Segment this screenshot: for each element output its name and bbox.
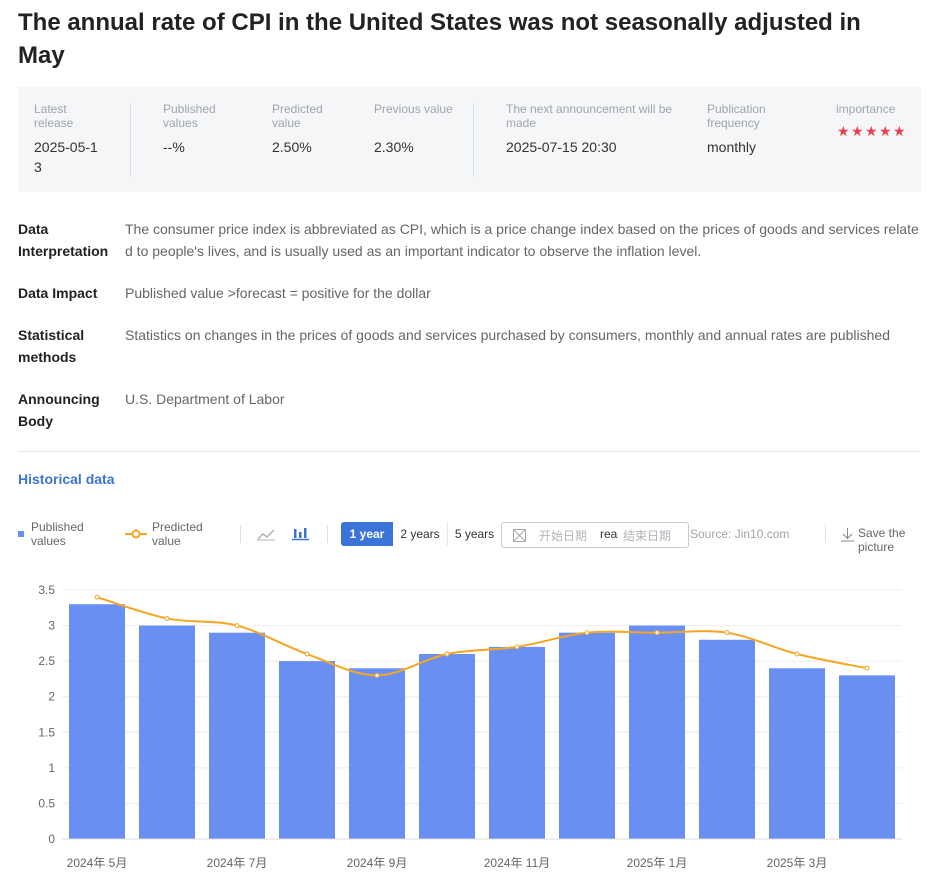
divider — [130, 103, 131, 177]
x-tick-label: 2024年 9月 — [347, 856, 408, 870]
bar — [839, 675, 895, 839]
bar — [699, 639, 755, 839]
summary-label: Published values — [163, 102, 216, 130]
detail-label: Announcing Body — [18, 391, 100, 429]
bar-chart-icon[interactable] — [292, 526, 310, 541]
x-tick-label: 2024年 5月 — [67, 856, 128, 870]
legend-label[interactable]: Predicted value — [152, 520, 203, 548]
summary-value: 2025-05-13 — [34, 139, 98, 175]
point — [374, 672, 380, 678]
save-button[interactable]: Save the picture — [858, 526, 906, 554]
line-chart-icon[interactable] — [257, 527, 275, 541]
range-button[interactable]: 5 years — [448, 522, 501, 546]
divider — [473, 103, 474, 177]
bar — [629, 625, 685, 839]
y-tick-label: 3 — [48, 619, 55, 633]
summary-value: 2.30% — [374, 139, 414, 155]
legend-swatch — [125, 529, 147, 539]
start-date[interactable]: 开始日期 — [539, 529, 588, 543]
summary-label: Latest release — [34, 102, 74, 130]
y-tick-label: 1 — [48, 761, 55, 775]
divider — [240, 525, 241, 543]
line — [96, 596, 868, 677]
importance-star: ★ — [865, 123, 878, 139]
detail-label: Statistical methods — [18, 327, 85, 365]
detail-label: Data Interpretation — [18, 221, 109, 259]
detail-text: The consumer price index is abbreviated … — [125, 221, 919, 259]
y-tick-label: 0 — [48, 832, 55, 846]
x-tick-label: 2024年 7月 — [207, 856, 268, 870]
bar — [209, 632, 265, 839]
point — [94, 594, 100, 600]
summary-box — [18, 87, 921, 192]
importance-star: ★ — [851, 123, 864, 139]
x-tick-label: 2024年 11月 — [484, 856, 551, 870]
detail-text: Statistics on changes in the prices of g… — [125, 327, 890, 343]
importance-star: ★ — [893, 123, 906, 139]
point — [864, 665, 870, 671]
point — [234, 623, 240, 629]
point — [514, 644, 520, 650]
range-button[interactable]: 2 years — [393, 522, 448, 546]
range-separator: rea — [600, 527, 618, 541]
point — [794, 651, 800, 657]
bar — [349, 668, 405, 839]
point — [304, 651, 310, 657]
legend-label[interactable]: Published values — [31, 520, 84, 548]
bar — [769, 668, 825, 839]
bar — [419, 654, 475, 839]
divider — [18, 451, 921, 452]
importance-star: ★ — [879, 123, 892, 139]
point — [164, 615, 170, 621]
bar — [489, 646, 545, 839]
y-tick-label: 0.5 — [38, 796, 55, 810]
end-date[interactable]: 结束日期 — [623, 529, 672, 543]
bar — [559, 632, 615, 839]
detail-text: U.S. Department of Labor — [125, 391, 285, 407]
summary-value: 2025-07-15 20:30 — [506, 139, 617, 155]
summary-label: Previous value — [374, 102, 453, 116]
importance-star: ★ — [837, 123, 850, 139]
page-title: The annual rate of CPI in the United Sta… — [18, 9, 861, 69]
x-tick-label: 2025年 3月 — [767, 856, 828, 870]
chart: 0 0.5 1 1.5 2 2.5 3 3.5 2024年 5月 2024年 7月 2024年 9月… — [38, 583, 902, 870]
point — [724, 630, 730, 636]
date-range-input[interactable]: 开始日期 rea 结束日期 — [501, 522, 689, 548]
y-tick-label: 2.5 — [38, 654, 55, 668]
bar — [139, 625, 195, 839]
calendar-icon — [513, 529, 526, 542]
download-icon[interactable] — [841, 528, 854, 542]
y-tick-label: 3.5 — [38, 583, 55, 597]
summary-value: monthly — [707, 139, 757, 155]
point — [444, 651, 450, 657]
divider — [825, 525, 826, 543]
source: Source: Jin10.com — [690, 527, 790, 541]
summary-label: Predicted value — [272, 102, 323, 130]
bar — [279, 661, 335, 839]
summary-value: --% — [163, 139, 185, 155]
section-title: Historical data — [18, 471, 115, 487]
summary-label: The next announcement will be made — [506, 102, 673, 130]
point — [654, 630, 660, 636]
range-button[interactable]: 1 year — [341, 522, 393, 546]
legend-swatch — [18, 531, 24, 537]
y-tick-label: 2 — [48, 690, 55, 704]
y-tick-label: 1.5 — [38, 725, 55, 739]
detail-label: Data Impact — [18, 285, 98, 301]
summary-label: importance — [836, 102, 896, 116]
point — [584, 630, 590, 636]
detail-text: Published value >forecast = positive for… — [125, 285, 431, 301]
divider — [327, 525, 328, 543]
summary-label: Publication frequency — [707, 102, 766, 130]
bar — [69, 604, 125, 839]
summary-value: 2.50% — [272, 139, 312, 155]
x-tick-label: 2025年 1月 — [627, 856, 688, 870]
